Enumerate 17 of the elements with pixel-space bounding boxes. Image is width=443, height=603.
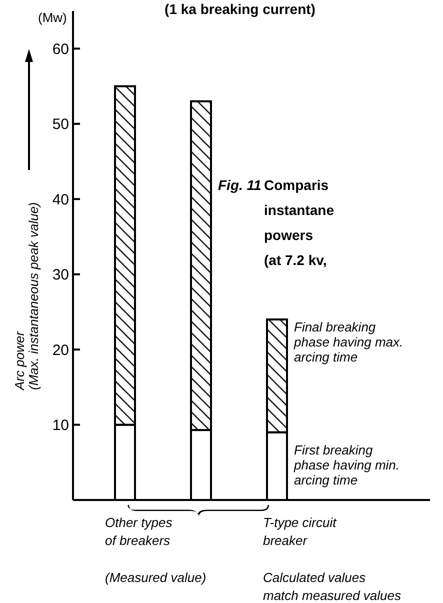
- chart-title: (1 ka breaking current): [164, 1, 316, 17]
- y-axis-title: Arc power (Max. instantaneous peak value): [12, 202, 41, 391]
- text: (Mw): [38, 10, 67, 25]
- y-tick-label: 40: [52, 191, 69, 208]
- text: (Measured value): [105, 570, 206, 585]
- text: Other types of breakers: [105, 515, 173, 548]
- y-tick-label: 60: [52, 40, 69, 58]
- text: T-type circuit breaker: [263, 515, 338, 548]
- y-tick-label: 30: [52, 266, 69, 284]
- series-label: First breaking phase having min. arcing time: [293, 442, 400, 488]
- series-label: Final breaking phase having max. arcing time: [293, 319, 404, 364]
- annotation: Fig. 11: [218, 177, 262, 193]
- y-tick-label: 50: [52, 116, 69, 134]
- annotation: Comparis instantane powers (at 7.2 kv,: [264, 177, 334, 268]
- y-tick-label: 20: [52, 342, 69, 359]
- text: Calculated values match measured values: [263, 570, 402, 603]
- y-tick-label: 10: [52, 417, 69, 434]
